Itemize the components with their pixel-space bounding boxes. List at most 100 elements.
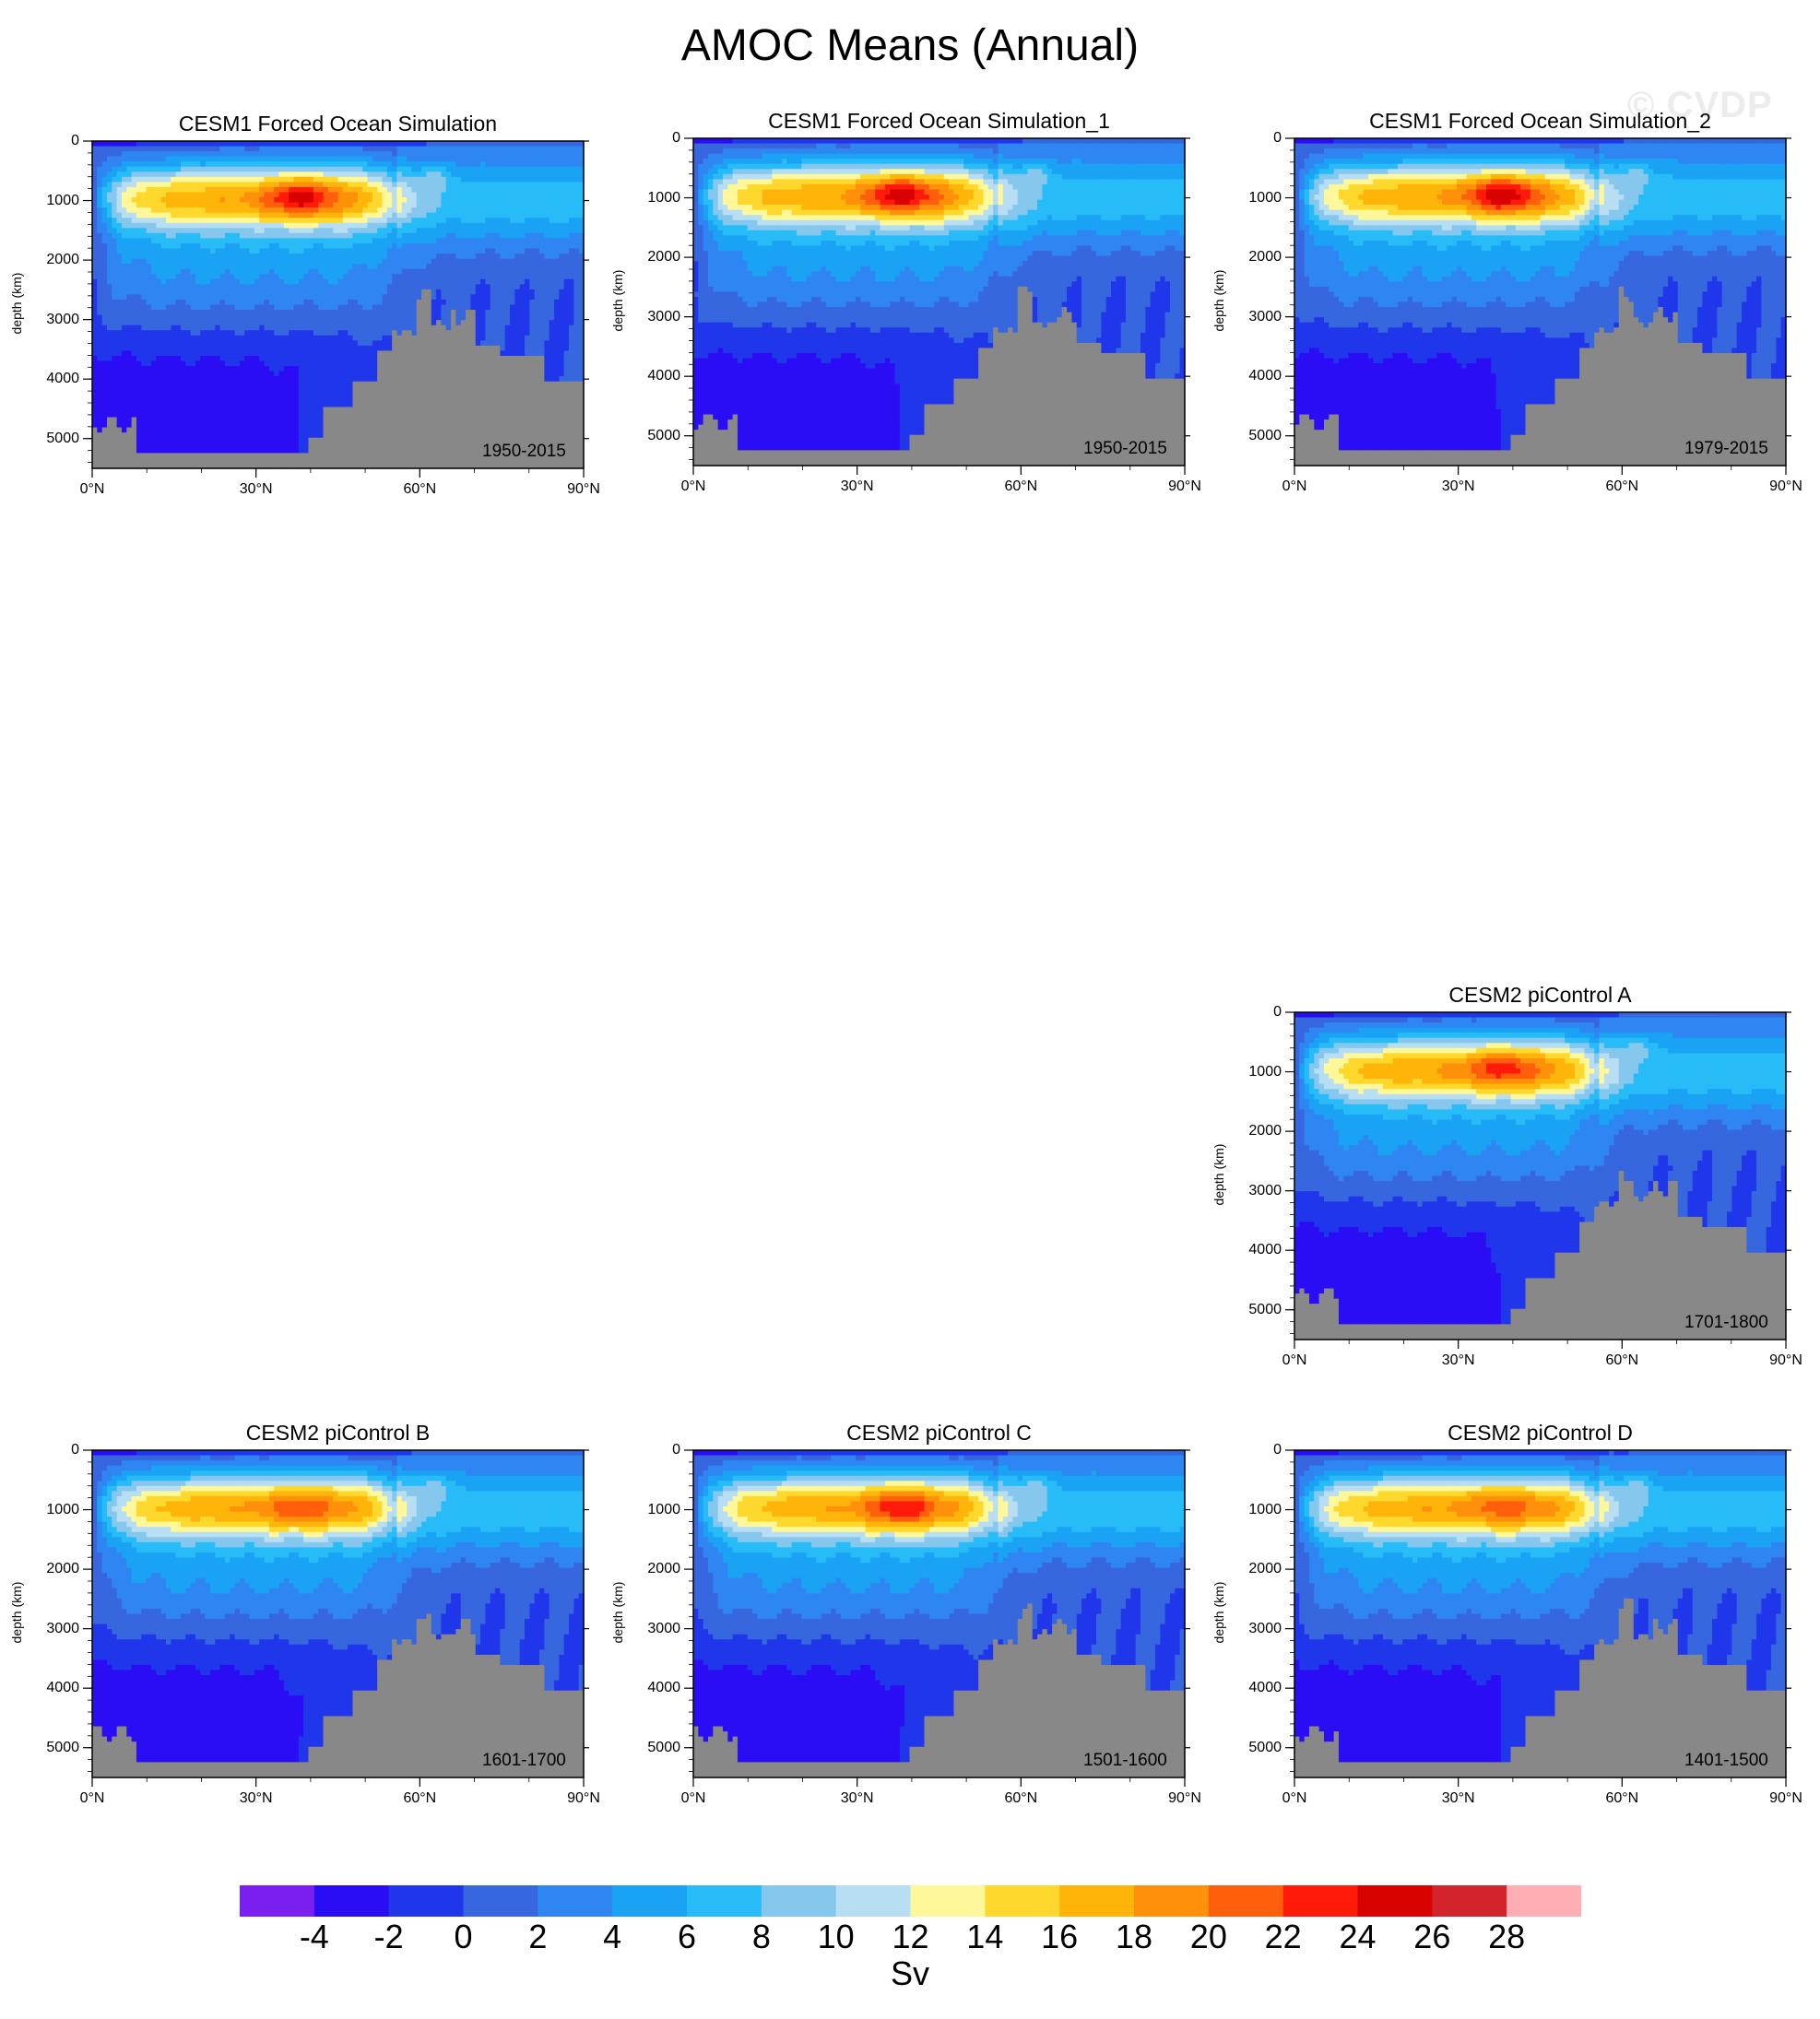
x-tick-label: 30°N [1422,478,1495,495]
colorbar-swatch [612,1885,688,1917]
x-tick-label: 60°N [984,1790,1058,1807]
colorbar-tick-label: 12 [874,1918,948,1956]
colorbar-tick-label: 8 [725,1918,798,1956]
panel-title: CESM2 piControl B [92,1420,584,1446]
period-label: 1401-1500 [1684,1750,1768,1772]
colorbar-tick-label: 26 [1395,1918,1469,1956]
y-tick-label: 4000 [1226,1242,1282,1258]
colorbar-swatch [835,1885,911,1917]
colorbar-swatch [1208,1885,1283,1917]
x-tick-label: 0°N [656,1790,730,1807]
colorbar-swatch [1357,1885,1433,1917]
contour-plot [83,1449,589,1787]
y-tick-label: 1000 [24,193,79,209]
y-tick-label: 0 [24,133,79,149]
x-tick-label: 90°N [1749,1790,1820,1807]
y-axis-label: depth (km) [1211,1110,1226,1239]
colorbar-tick-label: 6 [650,1918,724,1956]
period-label: 1950-2015 [1083,438,1167,460]
colorbar-tick-label: 24 [1321,1918,1395,1956]
colorbar-tick-label: -4 [278,1918,351,1956]
colorbar-swatch [761,1885,836,1917]
colorbar-tick-label: -2 [352,1918,426,1956]
x-tick-label: 30°N [821,478,894,495]
colorbar-swatch [1059,1885,1135,1917]
y-tick-label: 3000 [24,312,79,328]
plot-frame [1294,1011,1787,1340]
colorbar-swatch [240,1885,315,1917]
y-axis-label: depth (km) [9,239,24,368]
x-tick-label: 60°N [1585,1352,1659,1369]
y-axis-label: depth (km) [610,236,625,365]
y-tick-label: 4000 [1226,368,1282,384]
panel-title: CESM1 Forced Ocean Simulation_2 [1294,108,1786,134]
y-tick-label: 3000 [24,1621,79,1637]
x-tick-label: 60°N [1585,1790,1659,1807]
panel-title: CESM2 piControl C [693,1420,1185,1446]
colorbar-tick-label: 10 [799,1918,873,1956]
x-tick-label: 30°N [821,1790,894,1807]
colorbar-tick-label: 18 [1097,1918,1171,1956]
x-tick-label: 60°N [383,1790,456,1807]
y-tick-label: 2000 [1226,1561,1282,1577]
contour-plot [1285,1449,1791,1787]
panel-title: CESM1 Forced Ocean Simulation_1 [693,108,1185,134]
colorbar-swatch [1134,1885,1210,1917]
y-tick-label: 0 [625,130,680,147]
y-tick-label: 2000 [1226,1123,1282,1139]
plot-frame [91,140,585,469]
x-tick-label: 90°N [547,1790,620,1807]
panel-title: CESM2 piControl A [1294,982,1786,1008]
plot-frame [1294,1449,1787,1778]
plot-frame [692,137,1186,466]
colorbar-tick-label: 4 [575,1918,649,1956]
x-tick-label: 90°N [1749,478,1820,495]
contour-fill [1294,1450,1787,1778]
y-tick-label: 4000 [625,1680,680,1696]
panel-cesm1-forced-2: CESM1 Forced Ocean Simulation_2 0 1000 2000… [1202,108,1802,514]
y-tick-label: 4000 [24,1680,79,1696]
panel-title: CESM1 Forced Ocean Simulation [92,111,584,136]
y-tick-label: 1000 [1226,1064,1282,1080]
period-label: 1601-1700 [482,1750,566,1772]
panel-cesm2-picontrol-a: CESM2 piControl A 0 1000 2000 3000 4000 5000 0°… [1202,982,1802,1387]
y-tick-label: 4000 [1226,1680,1282,1696]
y-tick-label: 2000 [24,252,79,268]
contour-plot [684,1449,1190,1787]
panel-cesm2-picontrol-b: CESM2 piControl B 0 1000 2000 3000 4000 5000 0°… [0,1420,600,1825]
colorbar-swatch [687,1885,762,1917]
plot-frame [692,1449,1186,1778]
x-tick-label: 30°N [219,1790,293,1807]
y-axis-label: depth (km) [610,1548,625,1677]
x-tick-label: 60°N [984,478,1058,495]
colorbar [240,1885,1581,1917]
y-tick-label: 3000 [1226,1183,1282,1199]
x-tick-label: 30°N [1422,1352,1495,1369]
contour-fill [92,1450,585,1778]
x-tick-label: 60°N [1585,478,1659,495]
colorbar-swatch [538,1885,613,1917]
colorbar-tick-label: 28 [1470,1918,1543,1956]
x-tick-label: 0°N [1258,478,1331,495]
y-tick-label: 0 [1226,130,1282,147]
colorbar-swatch [463,1885,538,1917]
panel-cesm1-forced-1: CESM1 Forced Ocean Simulation_1 0 1000 2000… [601,108,1201,514]
panel-cesm2-picontrol-d: CESM2 piControl D 0 1000 2000 3000 4000 5000 0°… [1202,1420,1802,1825]
y-tick-label: 2000 [625,249,680,266]
contour-fill [1294,1012,1787,1340]
colorbar-swatch [910,1885,986,1917]
x-tick-label: 90°N [1749,1352,1820,1369]
y-tick-label: 3000 [625,1621,680,1637]
y-tick-label: 4000 [625,368,680,384]
y-tick-label: 0 [625,1442,680,1458]
y-axis-label: depth (km) [9,1548,24,1677]
colorbar-swatch [1432,1885,1507,1917]
contour-fill [1294,138,1787,466]
x-tick-label: 0°N [656,478,730,495]
colorbar-units: Sv [0,1954,1820,1993]
period-label: 1501-1600 [1083,1750,1167,1772]
contour-fill [92,141,585,469]
y-axis-label: depth (km) [1211,236,1226,365]
y-tick-label: 5000 [1226,1740,1282,1756]
contour-plot [1285,137,1791,475]
